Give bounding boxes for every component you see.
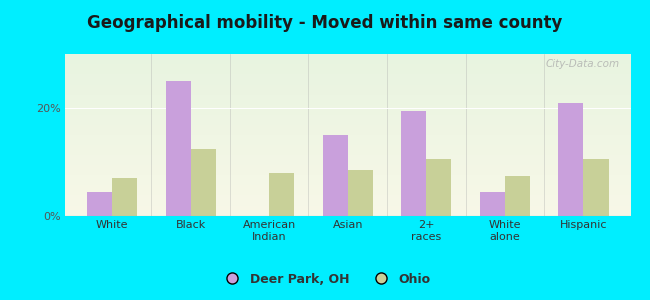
- Bar: [87, 192, 112, 216]
- Bar: [480, 192, 505, 216]
- Bar: [112, 178, 137, 216]
- Bar: [584, 159, 608, 216]
- Legend: Deer Park, OH, Ohio: Deer Park, OH, Ohio: [214, 268, 436, 291]
- Bar: [166, 81, 190, 216]
- Bar: [401, 111, 426, 216]
- Bar: [348, 170, 373, 216]
- Bar: [426, 159, 452, 216]
- Bar: [269, 173, 294, 216]
- Text: City-Data.com: City-Data.com: [545, 59, 619, 69]
- Text: Geographical mobility - Moved within same county: Geographical mobility - Moved within sam…: [87, 14, 563, 32]
- Bar: [322, 135, 348, 216]
- Bar: [558, 103, 584, 216]
- Bar: [190, 148, 216, 216]
- Bar: [505, 176, 530, 216]
